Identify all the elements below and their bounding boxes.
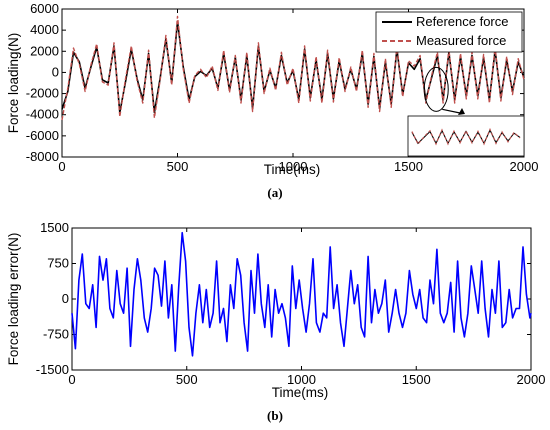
panel-b-caption: (b) (267, 408, 283, 423)
panel-b-ytick-label: 1500 (40, 220, 69, 235)
panel-a-ytick-label: 0 (52, 64, 59, 79)
panel-b-series-error-line (71, 231, 532, 357)
panel-b-xtick-label: 0 (68, 372, 75, 387)
panel-b-ytick-label: 0 (62, 291, 69, 306)
zoom-ellipse (423, 66, 449, 112)
zoom-arrow-head (458, 108, 465, 115)
panel-a-xtick-label: 0 (58, 159, 65, 174)
panel-a-xtick-label: 1500 (394, 159, 423, 174)
legend-label-reference: Reference force (416, 14, 509, 29)
panel-a: 0 500 1000 1500 2000 6000 4000 2000 0 -2000 -4000 -… (6, 1, 538, 200)
panel-b-ticks: 0 500 1000 1500 2000 1500 750 0 -750 -1500 (36, 220, 546, 387)
panel-b-ylabel: Force loading error(N) (6, 233, 21, 366)
panel-a-ylabel: Force loading(N) (6, 33, 21, 134)
panel-b: 0 500 1000 1500 2000 1500 750 0 -750 -1500 Time(m… (6, 220, 545, 423)
inset-series-measured-force-line (411, 127, 521, 146)
panel-a-xlabel: Time(ms) (264, 162, 321, 177)
panel-a-inset (407, 66, 525, 157)
panel-a-caption: (a) (267, 185, 282, 200)
legend-label-measured: Measured force (416, 33, 506, 48)
panel-b-xtick-label: 2000 (517, 372, 546, 387)
panel-b-ytick-label: -1500 (36, 362, 69, 377)
zoom-arrow-line (442, 108, 461, 114)
panel-a-ytick-label: 4000 (30, 22, 59, 37)
panel-a-legend: Reference force Measured force (375, 11, 523, 53)
panel-a-ytick-label: -8000 (26, 149, 59, 164)
panel-a-ytick-label: -6000 (26, 128, 59, 143)
panel-b-series (71, 231, 532, 357)
panel-a-ytick-label: 6000 (30, 1, 59, 16)
panel-a-ytick-label: 2000 (30, 43, 59, 58)
panel-a-xtick-label: 2000 (510, 159, 539, 174)
panel-a-ytick-label: -2000 (26, 86, 59, 101)
panel-b-xtick-label: 1500 (402, 372, 431, 387)
panel-b-xlabel: Time(ms) (272, 385, 329, 400)
panel-a-series (61, 15, 525, 121)
panel-a-xtick-label: 500 (167, 159, 189, 174)
panel-a-ticks: 0 500 1000 1500 2000 6000 4000 2000 0 -2000 -4000 -… (26, 1, 539, 174)
panel-a-xtick-label: 1000 (279, 159, 308, 174)
panel-b-ytick-label: -750 (43, 327, 69, 342)
panel-b-xtick-label: 500 (176, 372, 198, 387)
panel-a-series-measured-force-line (61, 15, 525, 121)
panel-a-ytick-label: -4000 (26, 107, 59, 122)
panel-b-ytick-label: 750 (47, 256, 69, 271)
legend-box (375, 11, 523, 53)
panel-b-xtick-label: 1000 (287, 372, 316, 387)
